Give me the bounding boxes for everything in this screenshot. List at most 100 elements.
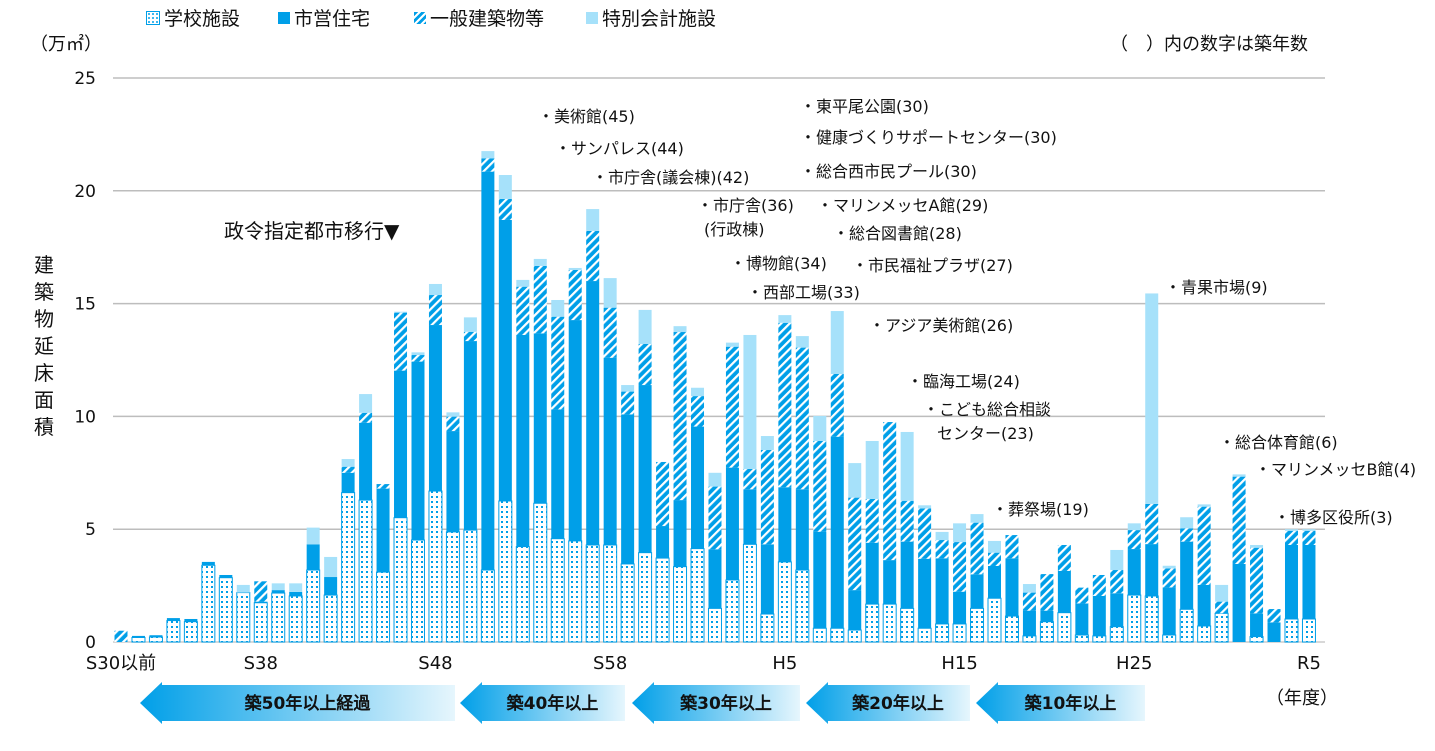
bar-segment-2 [516,286,530,335]
bar-segment-0 [148,636,163,643]
y-tick-label: 10 [74,407,96,427]
bar-segment-2 [341,466,355,473]
legend-label: 特別会計施設 [602,8,717,30]
bar-segment-0 [393,517,408,643]
bar-segment-3 [673,326,687,333]
bar-segment-1 [306,544,320,571]
bar-segment-2 [376,484,390,489]
bar-segment-1 [498,219,512,501]
legend-item-special: 特別会計施設 [586,4,716,31]
bar-segment-3 [988,540,1001,553]
annotation: ・アジア美術館(26) [869,316,1014,335]
bar-segment-2 [1302,530,1316,545]
bar-segment-0 [428,490,443,643]
bar-segment-1 [411,361,425,541]
solid-swatch-icon [278,11,290,24]
bar-segment-0 [1144,595,1159,643]
bar-segment-1 [568,320,582,541]
bar-segment-1 [271,590,285,594]
bar-segment-3 [551,299,565,317]
age-band-label: 築30年以上 [679,693,772,714]
bar-segment-2 [970,522,984,575]
bar-segment-3 [1145,293,1159,504]
bar-segment-1 [988,565,1001,599]
bar-segment-1 [778,487,792,562]
bar-segment-1 [219,574,233,578]
bar-segment-2 [1022,592,1036,611]
x-tick-label: H25 [1116,653,1152,674]
bar-segment-3 [743,334,757,469]
bar-segment-2 [254,581,268,602]
age-band-label: 築20年以上 [851,693,944,714]
annotation: ・健康づくりサポートセンター(30) [800,128,1057,147]
bar-segment-1 [131,635,145,638]
bar-segment-0 [533,502,548,643]
bar-segment-3 [516,279,530,287]
bar-segment-0 [760,613,775,643]
bar-segment-1 [376,488,390,573]
age-band-arrow [460,682,625,724]
bar-segment-3 [1250,544,1264,548]
annotation: ・臨海工場(24) [907,372,1020,391]
bar-segment-0 [725,579,740,643]
bar-segment-2 [673,332,687,501]
bar-segment-3 [848,463,862,498]
bar-segment-2 [1284,530,1298,545]
bar-segment-1 [1197,584,1211,626]
bar-segment-3 [411,352,425,356]
bar-segment-0 [271,592,286,643]
bar-segment-3 [778,315,792,323]
bar-segment-0 [830,627,845,643]
bar-segment-2 [1215,601,1229,614]
annotation: ・市庁舎(36) [697,196,794,215]
x-tick-label: S30以前 [86,653,156,674]
bar-segment-3 [1162,565,1176,569]
bar-segment-1 [446,431,460,532]
bar-segment-0 [515,546,530,643]
bar-segment-0 [498,500,513,643]
bar-segment-1 [900,541,914,609]
bar-segment-2 [463,331,477,342]
bar-segment-0 [1284,618,1299,643]
annotation: ・総合体育館(6) [1219,433,1338,452]
bar-segment-0 [568,540,583,643]
unit-label: （万㎡） [30,34,102,55]
bar-segment-2 [1232,476,1246,564]
bar-segment-3 [638,309,652,344]
bar-segment-0 [218,577,233,643]
light-swatch-icon [586,11,598,24]
bar-segment-1 [935,558,949,624]
bar-segment-2 [1197,506,1211,585]
bar-segment-0 [131,636,146,643]
bar-segment-3 [271,583,285,591]
bar-segment-0 [253,602,268,643]
bar-segment-0 [1179,608,1194,643]
y-tick-label: 0 [85,633,96,653]
bar-segment-1 [953,591,967,624]
y-tick-label: 20 [74,182,96,202]
bar-segment-0 [166,620,181,643]
bar-segment-2 [586,230,600,282]
bar-segment-1 [621,414,635,564]
annotation: ・博多区役所(3) [1274,508,1393,527]
bar-segment-1 [1057,570,1071,613]
bar-segment-2 [621,391,635,415]
bar-segment-2 [498,198,512,220]
bar-segment-3 [481,151,495,159]
bar-segment-3 [970,514,984,523]
legend-item-general: 一般建築物等 [414,4,544,31]
bar-segment-0 [812,627,827,643]
bar-segment-3 [603,278,617,308]
bar-segment-2 [481,158,495,172]
bar-segment-1 [533,333,547,504]
bar-segment-2 [568,269,582,321]
age-band-arrow [976,682,1145,724]
bar-segment-1 [795,489,809,571]
bar-segment-2 [1110,570,1124,594]
annotation: ・葬祭場(19) [992,500,1089,519]
bar-segment-3 [1302,529,1316,531]
bar-segment-1 [1162,587,1176,636]
bar-segment-0 [463,529,478,643]
bar-segment-1 [394,370,408,518]
